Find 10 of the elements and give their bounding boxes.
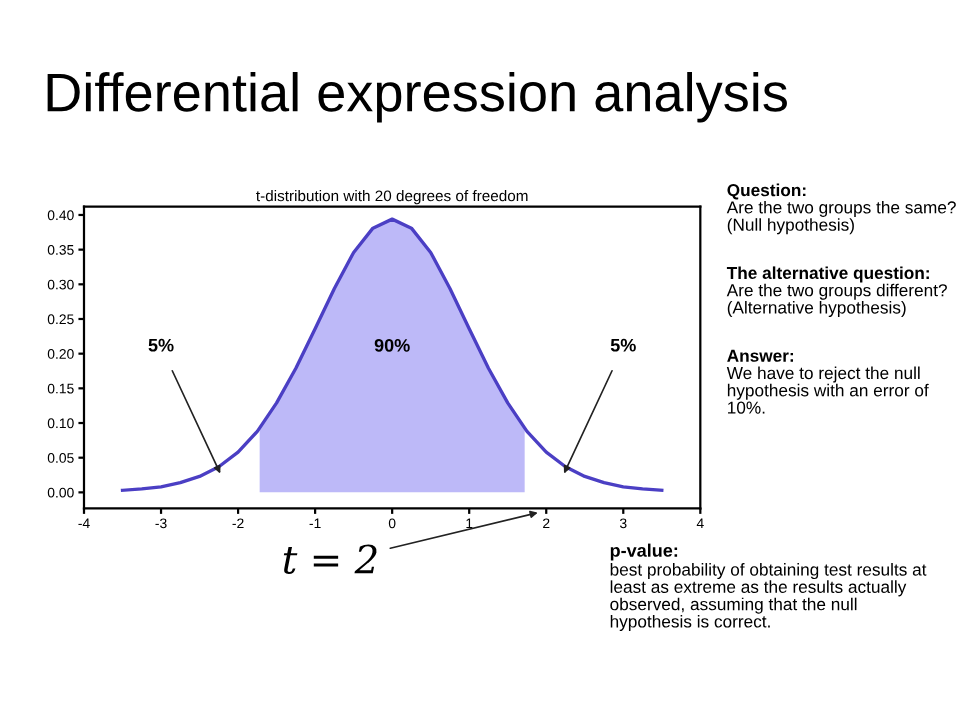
chart-title: Differential expression analysis	[47, 72, 787, 123]
text: Question: Are the two groups the same? (Null hypothesis)	[726, 183, 956, 235]
text: Answer: We have to reject the null hypothesis with an error of 10%.	[726, 349, 929, 414]
annotation: 5%	[610, 338, 636, 352]
annotation: 5%	[148, 338, 174, 352]
annotation: 90%	[374, 338, 410, 352]
text: p-value: best probability of obtaining test results at least as extreme as the results actually observed, assuming that the null hypothesis is correct.	[610, 543, 927, 631]
line-series	[120, 217, 664, 492]
text: The alternative question: Are the two groups different? (Alternative hypothesis)	[726, 266, 947, 318]
text: t = 2	[283, 544, 377, 574]
